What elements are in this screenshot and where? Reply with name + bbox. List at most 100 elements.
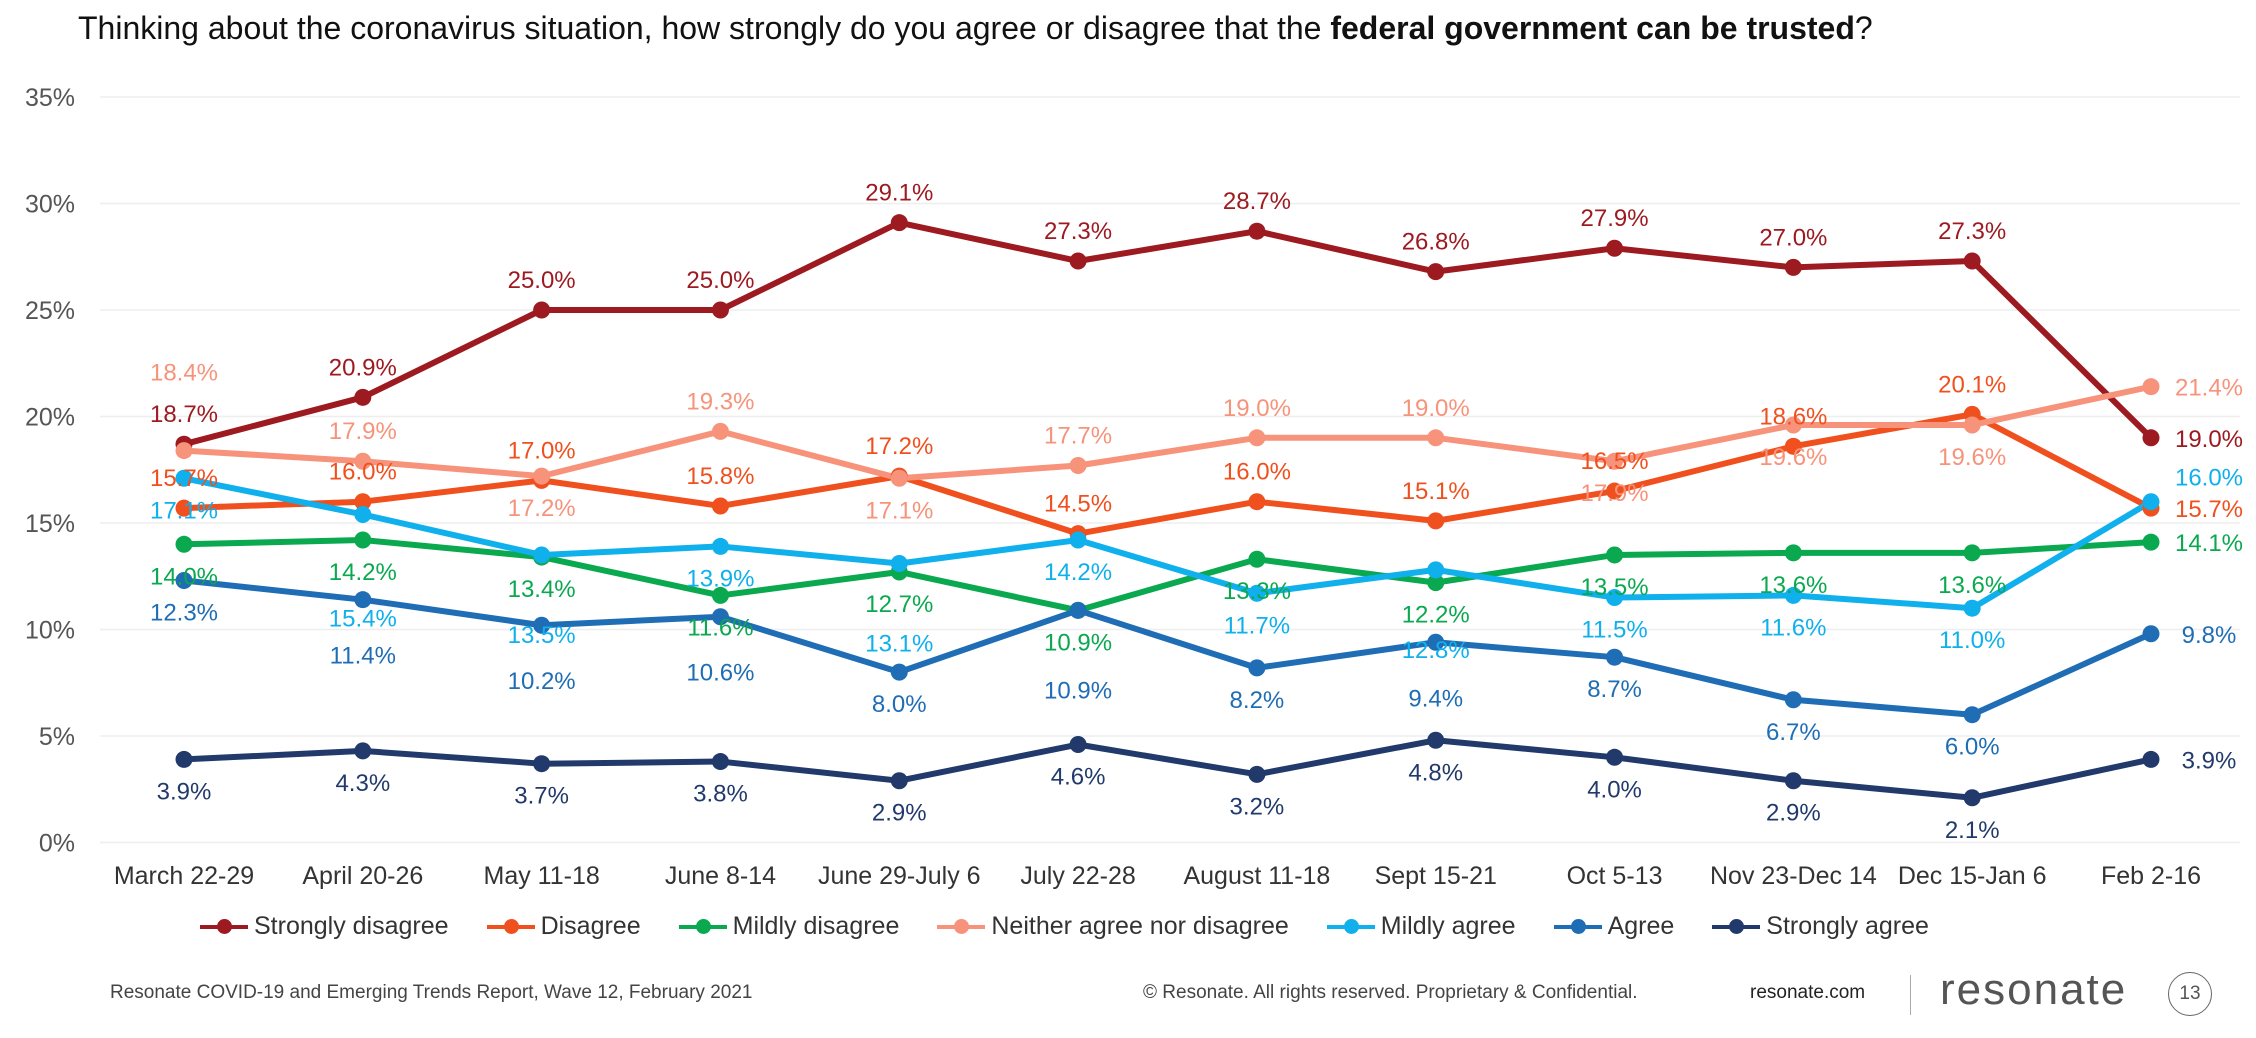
legend-item: Mildly disagree	[678, 912, 899, 941]
data-point	[1606, 239, 1624, 257]
footer-site-link[interactable]: resonate.com	[1750, 982, 1866, 1003]
series-line-2	[183, 537, 2152, 614]
y-tick-label: 20%	[25, 404, 75, 432]
data-label: 15.8%	[686, 463, 754, 490]
data-label: 13.6%	[1938, 572, 2006, 599]
y-tick-label: 35%	[25, 84, 75, 112]
data-label: 20.9%	[329, 354, 397, 381]
data-point	[890, 554, 908, 572]
footer-rights: © Resonate. All rights reserved. Proprie…	[1143, 982, 1638, 1003]
data-label: 11.4%	[330, 643, 396, 670]
legend-item: Strongly agree	[1712, 912, 1929, 941]
y-tick-label: 10%	[25, 617, 75, 645]
data-label: 4.6%	[1051, 764, 1106, 791]
data-point	[1963, 252, 1981, 270]
data-label: 18.7%	[150, 401, 218, 428]
legend-label: Mildly agree	[1380, 912, 1516, 940]
data-label: 8.7%	[1587, 676, 1642, 703]
data-label: 13.6%	[1759, 572, 1827, 599]
data-point	[711, 497, 729, 515]
line-chart: 0% 5% 10% 15% 20% 25% 30% 35% March 22-29 April 2…	[25, 84, 2243, 890]
data-label: 10.6%	[686, 660, 754, 687]
x-tick-label: August 11-18	[1183, 862, 1330, 890]
data-point	[1963, 706, 1981, 724]
data-label: 27.9%	[1581, 205, 1649, 232]
lines-layer	[183, 219, 2154, 801]
legend-label: Strongly agree	[1766, 912, 1929, 940]
data-point	[354, 742, 372, 760]
data-label: 17.2%	[508, 495, 576, 522]
data-label: 9.4%	[1408, 685, 1463, 712]
y-tick-label: 15%	[25, 510, 75, 538]
data-label: 26.8%	[1402, 229, 1470, 256]
data-label: 14.2%	[1044, 559, 1112, 586]
data-label: 18.4%	[150, 360, 218, 387]
data-label: 13.5%	[1581, 574, 1649, 601]
data-point	[1248, 222, 1266, 240]
data-point	[1427, 512, 1445, 530]
data-point	[1248, 584, 1266, 602]
legend-item: Mildly agree	[1326, 912, 1516, 941]
data-label: 17.7%	[1044, 422, 1112, 449]
data-label: 13.9%	[686, 565, 754, 592]
legend-label: Disagree	[540, 912, 641, 940]
data-point	[1606, 546, 1624, 564]
data-label: 2.1%	[1945, 817, 2000, 844]
data-label: 9.8%	[2182, 622, 2237, 649]
page-number: 13	[2168, 972, 2212, 1016]
data-label: 13.1%	[865, 630, 933, 657]
data-point	[1069, 736, 1087, 754]
data-label: 13.3%	[1223, 578, 1291, 605]
series-line-1	[183, 411, 2153, 537]
legend-swatch	[937, 918, 986, 934]
data-label: 19.0%	[2175, 426, 2243, 453]
series-line-3	[183, 383, 2152, 482]
data-point	[2142, 750, 2160, 768]
legend-label: Strongly disagree	[254, 912, 449, 940]
legend-label: Agree	[1607, 912, 1675, 940]
data-label: 2.9%	[872, 800, 927, 827]
data-point	[175, 499, 193, 517]
data-label: 11.5%	[1581, 617, 1647, 644]
x-tick-label: March 22-29	[114, 862, 254, 890]
data-label: 11.6%	[1760, 614, 1826, 641]
data-label: 19.6%	[1938, 444, 2006, 471]
data-point	[711, 537, 729, 555]
data-label: 25.0%	[508, 267, 576, 294]
data-label: 4.0%	[1587, 776, 1642, 803]
data-label: 27.3%	[1938, 218, 2006, 245]
data-label: 19.6%	[1759, 444, 1827, 471]
data-label: 19.0%	[1402, 395, 1470, 422]
data-label: 19.0%	[1223, 395, 1291, 422]
data-point	[1427, 429, 1445, 447]
data-label: 10.2%	[508, 668, 576, 695]
data-label: 8.0%	[872, 691, 927, 718]
data-point	[354, 388, 372, 406]
x-tick-label: July 22-28	[1020, 862, 1135, 890]
legend-swatch	[1712, 918, 1761, 934]
data-label: 17.2%	[865, 433, 933, 460]
data-point	[890, 214, 908, 232]
data-label: 14.5%	[1044, 491, 1112, 518]
data-label: 4.3%	[335, 770, 390, 797]
data-point	[1784, 586, 1802, 604]
data-label: 17.9%	[329, 418, 397, 445]
data-label: 3.9%	[157, 778, 212, 805]
data-point	[1069, 252, 1087, 270]
title-suffix: ?	[1854, 10, 1873, 46]
data-point	[1606, 452, 1624, 470]
data-label: 19.3%	[686, 388, 754, 415]
data-point	[1427, 561, 1445, 579]
data-point	[1606, 482, 1624, 500]
legend-item: Disagree	[486, 912, 641, 941]
data-label: 8.2%	[1230, 687, 1285, 714]
data-label: 17.1%	[865, 497, 933, 524]
data-point	[890, 663, 908, 681]
data-label: 3.7%	[514, 783, 569, 810]
data-label: 16.0%	[329, 459, 397, 486]
legend-swatch	[678, 918, 727, 934]
data-label: 12.3%	[150, 600, 218, 627]
x-tick-label: May 11-18	[484, 862, 600, 890]
data-point	[890, 469, 908, 487]
data-point	[354, 531, 372, 549]
